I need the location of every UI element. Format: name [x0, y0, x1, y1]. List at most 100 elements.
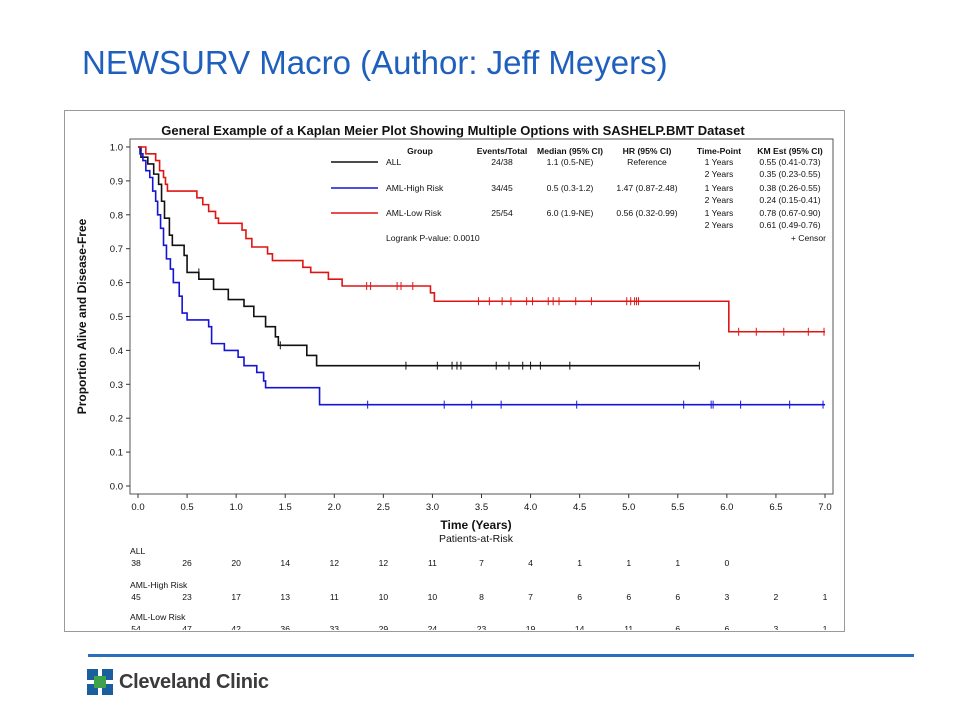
- stats-events: 25/54: [491, 208, 513, 218]
- risk-count: 6: [675, 624, 680, 630]
- risk-count: 10: [379, 592, 389, 602]
- logrank-pvalue: Logrank P-value: 0.0010: [386, 233, 480, 243]
- risk-count: 3: [774, 624, 779, 630]
- censor-legend: + Censor: [791, 233, 826, 243]
- stats-timepoint: 1 Years: [705, 183, 734, 193]
- risk-count: 4: [528, 558, 533, 568]
- risk-count: 47: [182, 624, 192, 630]
- stats-header: Median (95% CI): [537, 146, 603, 156]
- risk-count: 26: [182, 558, 192, 568]
- legend-label: ALL: [386, 157, 402, 167]
- risk-count: 19: [526, 624, 536, 630]
- x-tick-label: 7.0: [818, 502, 831, 513]
- risk-count: 12: [330, 558, 340, 568]
- risk-count: 6: [626, 592, 631, 602]
- x-tick-label: 0.5: [180, 502, 193, 513]
- risk-count: 33: [330, 624, 340, 630]
- stats-header: KM Est (95% CI): [757, 146, 823, 156]
- stats-timepoint: 1 Years: [705, 157, 734, 167]
- risk-count: 0: [724, 558, 729, 568]
- chart-title: General Example of a Kaplan Meier Plot S…: [161, 123, 745, 138]
- risk-count: 23: [182, 592, 192, 602]
- stats-km-est: 0.38 (0.26-0.55): [759, 183, 820, 193]
- y-tick-label: 0.0: [110, 482, 123, 493]
- figure-frame: [64, 110, 845, 632]
- risk-count: 14: [575, 624, 585, 630]
- legend-label: AML-High Risk: [386, 183, 444, 193]
- risk-count: 38: [131, 558, 141, 568]
- risk-count: 12: [379, 558, 389, 568]
- stats-km-est: 0.35 (0.23-0.55): [759, 169, 820, 179]
- risk-count: 11: [330, 592, 339, 602]
- logo-text: Cleveland Clinic: [119, 670, 269, 693]
- x-axis-label: Time (Years): [440, 518, 511, 532]
- risk-count: 36: [280, 624, 290, 630]
- y-tick-label: 0.8: [110, 210, 123, 221]
- x-tick-label: 6.5: [769, 502, 782, 513]
- x-tick-label: 1.5: [279, 502, 292, 513]
- risk-count: 14: [280, 558, 290, 568]
- slide-title: NEWSURV Macro (Author: Jeff Meyers): [82, 44, 668, 81]
- stats-hr: 1.47 (0.87-2.48): [616, 183, 677, 193]
- y-tick-label: 0.6: [110, 278, 123, 289]
- stats-km-est: 0.55 (0.41-0.73): [759, 157, 820, 167]
- x-tick-label: 0.0: [131, 502, 144, 513]
- km-series-line: [138, 146, 700, 367]
- km-series-line: [138, 146, 825, 406]
- risk-count: 17: [231, 592, 241, 602]
- x-tick-label: 4.5: [573, 502, 586, 513]
- x-tick-label: 1.0: [230, 502, 243, 513]
- risk-count: 24: [428, 624, 438, 630]
- risk-count: 2: [774, 592, 779, 602]
- stats-header: HR (95% CI): [623, 146, 672, 156]
- stats-median: 6.0 (1.9-NE): [547, 208, 594, 218]
- stats-median: 1.1 (0.5-NE): [547, 157, 594, 167]
- risk-count: 45: [131, 592, 141, 602]
- stats-timepoint: 2 Years: [705, 169, 734, 179]
- risk-count: 23: [477, 624, 487, 630]
- x-tick-label: 5.5: [671, 502, 684, 513]
- y-tick-label: 0.3: [110, 380, 123, 391]
- stats-timepoint: 1 Years: [705, 208, 734, 218]
- risk-count: 6: [675, 592, 680, 602]
- risk-table-title: Patients-at-Risk: [439, 533, 514, 545]
- x-tick-label: 2.5: [377, 502, 390, 513]
- stats-events: 24/38: [491, 157, 513, 167]
- stats-hr: 0.56 (0.32-0.99): [616, 208, 677, 218]
- risk-count: 7: [479, 558, 484, 568]
- risk-count: 6: [724, 624, 729, 630]
- risk-count: 1: [577, 558, 582, 568]
- y-tick-label: 1.0: [110, 143, 123, 154]
- risk-count: 54: [131, 624, 141, 630]
- risk-count: 6: [577, 592, 582, 602]
- x-tick-label: 6.0: [720, 502, 733, 513]
- legend-label: AML-Low Risk: [386, 208, 442, 218]
- risk-count: 1: [675, 558, 680, 568]
- stats-header: Time-Point: [697, 146, 741, 156]
- stats-median: 0.5 (0.3-1.2): [547, 183, 594, 193]
- x-tick-label: 2.0: [328, 502, 341, 513]
- km-chart: General Example of a Kaplan Meier Plot S…: [75, 123, 834, 630]
- x-tick-label: 3.5: [475, 502, 488, 513]
- risk-group-label: ALL: [130, 546, 146, 556]
- y-tick-label: 0.4: [110, 346, 123, 357]
- stats-timepoint: 2 Years: [705, 220, 734, 230]
- y-axis-label: Proportion Alive and Disease-Free: [75, 218, 89, 414]
- stats-header: Group: [407, 146, 433, 156]
- risk-group-label: AML-Low Risk: [130, 612, 186, 622]
- risk-count: 11: [428, 558, 437, 568]
- risk-count: 8: [479, 592, 484, 602]
- risk-count: 3: [724, 592, 729, 602]
- stats-km-est: 0.24 (0.15-0.41): [759, 195, 820, 205]
- x-tick-label: 4.0: [524, 502, 537, 513]
- risk-count: 29: [379, 624, 389, 630]
- y-tick-label: 0.5: [110, 312, 123, 323]
- stats-timepoint: 2 Years: [705, 195, 734, 205]
- footer-rule: [88, 654, 914, 657]
- risk-count: 7: [528, 592, 533, 602]
- risk-count: 10: [428, 592, 438, 602]
- x-tick-label: 3.0: [426, 502, 439, 513]
- risk-count: 20: [231, 558, 241, 568]
- risk-group-label: AML-High Risk: [130, 580, 188, 590]
- clinic-cross-icon: [87, 669, 113, 695]
